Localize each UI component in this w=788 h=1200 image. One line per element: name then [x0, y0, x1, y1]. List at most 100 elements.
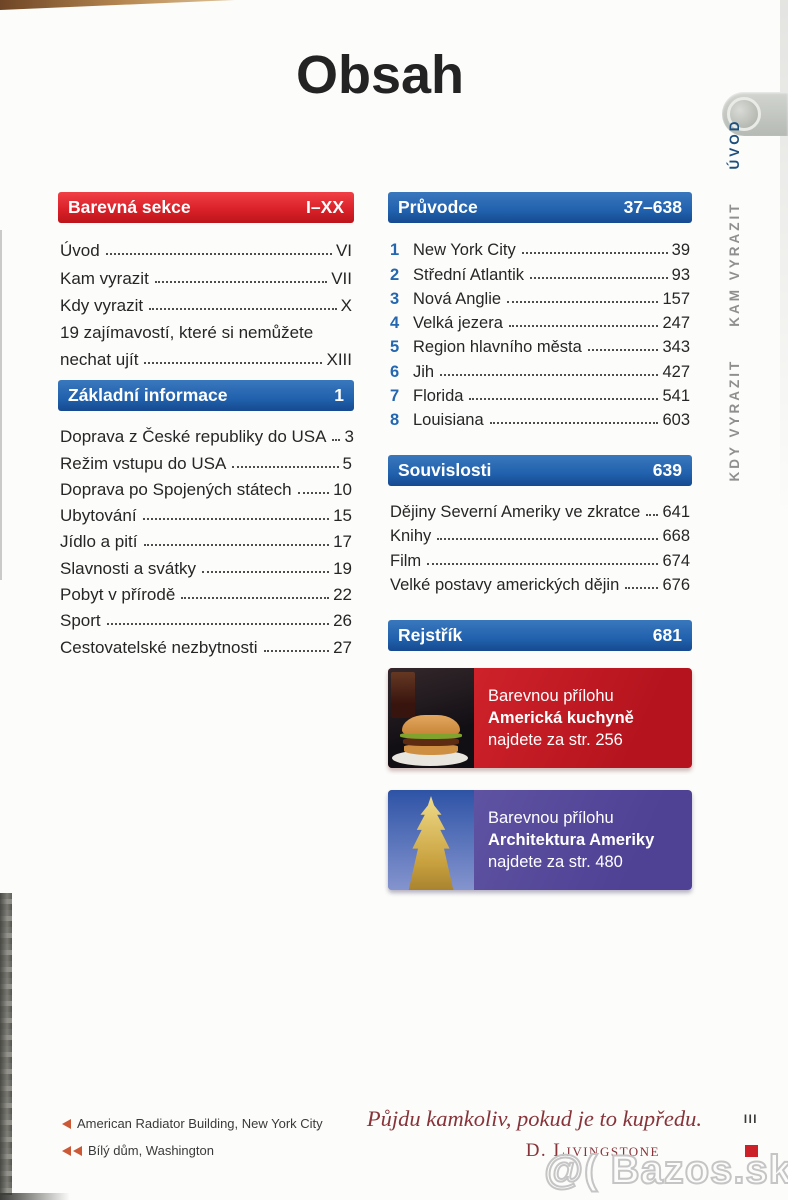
chapter-number: 2: [390, 265, 400, 284]
promo-box-architektura-ameriky: Barevnou přílohu Architektura Ameriky na…: [388, 790, 692, 890]
toc-row: 19 zajímavostí, které si nemůžete: [60, 319, 352, 346]
toc-row: Kdy vyrazit X: [60, 292, 352, 319]
building-spire: [408, 796, 454, 890]
toc-row: Film 674: [390, 549, 690, 573]
toc-label: Nová Anglie: [413, 289, 502, 308]
dotted-leader: [469, 398, 659, 401]
dotted-leader: [297, 491, 330, 494]
bazos-watermark: @( Bazos.sk: [543, 1147, 788, 1193]
dotted-leader: [507, 300, 659, 303]
toc-label: 19 zajímavostí, které si nemůžete: [60, 323, 314, 343]
promo-text: Barevnou přílohu Architektura Ameriky na…: [474, 790, 692, 890]
page-edge-line: [0, 230, 2, 580]
toc-page: 343: [662, 338, 690, 357]
toc-label: Jih: [413, 362, 435, 381]
toc-label: Florida: [413, 387, 464, 406]
chapter-number: 6: [390, 362, 400, 381]
dotted-leader: [440, 373, 659, 376]
dotted-leader: [181, 597, 330, 600]
toc-row: Režim vstupu do USA 5: [60, 450, 352, 476]
book-edge-sliver: [0, 0, 235, 10]
chapter-number: 3: [390, 289, 400, 308]
chapter-number: 5: [390, 338, 400, 357]
toc-label: Sport: [60, 611, 101, 631]
double-left-arrow-icon: [62, 1145, 82, 1156]
toc-row: 4 Velká jezera 247: [390, 312, 690, 336]
toc-row: 3 Nová Anglie 157: [390, 288, 690, 312]
section-title: Barevná sekce: [68, 197, 191, 217]
dotted-leader: [427, 562, 659, 565]
toc-page: 93: [671, 265, 690, 284]
toc-page: VII: [331, 268, 352, 288]
side-tabs: KDY VYRAZIT KAM VYRAZIT ÚVOD: [721, 118, 747, 481]
toc-label: Kam vyrazit: [60, 268, 149, 288]
toc-page: 5: [342, 453, 352, 473]
toc-row: Dějiny Severní Ameriky ve zkratce 641: [390, 501, 690, 525]
photo-caption-2: Bílý dům, Washington: [62, 1143, 214, 1158]
toc-page: 22: [333, 585, 352, 605]
red-square-marker: [745, 1145, 758, 1157]
toc-row: Ubytování 15: [60, 503, 352, 529]
chrysler-building-photo: [388, 790, 474, 890]
promo-text: Barevnou přílohu Americká kuchyně najdet…: [474, 668, 692, 768]
toc-row: Pobyt v přírodě 22: [60, 582, 352, 608]
section-header-souvislosti: Souvislosti 639: [388, 455, 692, 486]
chapter-number: 1: [390, 241, 400, 260]
burger-lettuce: [400, 732, 462, 739]
toc-label: Film: [390, 551, 422, 570]
cola-glass: [391, 672, 415, 718]
toc-label: Knihy: [390, 527, 432, 546]
dotted-leader: [529, 276, 668, 279]
promo-intro: Barevnou přílohu: [488, 809, 614, 827]
toc-row: Sport 26: [60, 608, 352, 634]
plate: [392, 750, 468, 766]
section-header-barevna-sekce: Barevná sekce I–XX: [58, 192, 354, 223]
section-title: Průvodce: [398, 197, 478, 217]
section-page-range: I–XX: [306, 197, 344, 217]
toc-page: 39: [671, 241, 690, 260]
side-tab-kdy-vyrazit: KDY VYRAZIT: [726, 358, 742, 482]
dotted-leader: [646, 514, 659, 517]
section-header-zakladni-informace: Základní informace 1: [58, 380, 354, 411]
dotted-leader: [521, 252, 668, 255]
dotted-leader: [263, 649, 330, 652]
toc-page: 27: [333, 637, 352, 657]
section-page-range: 37–638: [623, 197, 682, 217]
promo-title: Architektura Ameriky: [488, 831, 655, 849]
toc-page: 17: [333, 532, 352, 552]
chapter-number: 7: [390, 387, 400, 406]
chapter-number: 8: [390, 411, 400, 430]
toc-row: Kam vyrazit VII: [60, 264, 352, 291]
toc-label: Úvod: [60, 241, 100, 261]
dotted-leader: [154, 280, 328, 283]
thumb-tab-circle-icon: [727, 97, 761, 131]
chapter-number: 4: [390, 314, 400, 333]
toc-page: 541: [662, 387, 690, 406]
dotted-leader: [149, 307, 337, 310]
toc-page: 10: [333, 479, 352, 499]
toc-row: 2 Střední Atlantik 93: [390, 263, 690, 287]
promo-intro: Barevnou přílohu: [488, 687, 614, 705]
promo-title: Americká kuchyně: [488, 709, 634, 727]
toc-label: Slavnosti a svátky: [60, 558, 197, 578]
page-edge-shade: [780, 0, 788, 520]
dotted-leader: [142, 518, 330, 521]
section-title: Rejstřík: [398, 625, 463, 645]
toc-label: Doprava z České republiky do USA: [60, 427, 327, 447]
toc-list-barevna-sekce: Úvod VI Kam vyrazit VII Kdy vyrazit X 19…: [60, 237, 352, 373]
photo-caption-1: American Radiator Building, New York Cit…: [62, 1116, 323, 1131]
dotted-leader: [143, 544, 330, 547]
caption-text: American Radiator Building, New York Cit…: [77, 1116, 323, 1131]
toc-label: New York City: [413, 241, 516, 260]
toc-row: Doprava po Spojených státech 10: [60, 477, 352, 503]
dotted-leader: [332, 439, 341, 442]
toc-label: Doprava po Spojených státech: [60, 479, 292, 499]
toc-list-zakladni-informace: Doprava z České republiky do USA 3 Režim…: [60, 424, 354, 661]
section-page-range: 681: [652, 625, 682, 645]
dotted-leader: [105, 253, 332, 256]
dotted-leader: [106, 623, 330, 626]
toc-row: 6 Jih 427: [390, 360, 690, 384]
dotted-leader: [437, 538, 659, 541]
quote-attribution: D. Livingstone: [525, 1140, 660, 1161]
